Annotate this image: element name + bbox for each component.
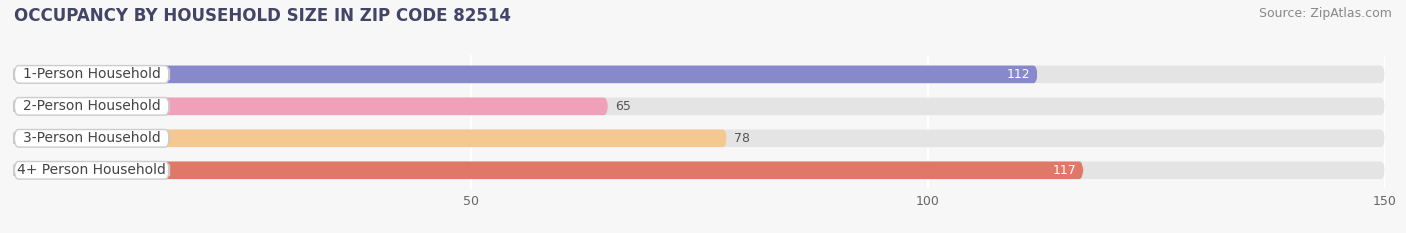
FancyBboxPatch shape	[14, 98, 609, 115]
Text: 2-Person Household: 2-Person Household	[22, 99, 160, 113]
Text: 117: 117	[1052, 164, 1076, 177]
FancyBboxPatch shape	[14, 65, 1038, 83]
FancyBboxPatch shape	[14, 161, 1385, 179]
FancyBboxPatch shape	[14, 130, 170, 147]
FancyBboxPatch shape	[14, 130, 1385, 147]
Text: Source: ZipAtlas.com: Source: ZipAtlas.com	[1258, 7, 1392, 20]
Text: 112: 112	[1007, 68, 1031, 81]
Text: 1-Person Household: 1-Person Household	[22, 67, 160, 81]
FancyBboxPatch shape	[14, 65, 170, 83]
FancyBboxPatch shape	[14, 65, 1385, 83]
Text: 65: 65	[616, 100, 631, 113]
Text: 4+ Person Household: 4+ Person Household	[17, 163, 166, 177]
FancyBboxPatch shape	[14, 98, 1385, 115]
FancyBboxPatch shape	[14, 130, 727, 147]
FancyBboxPatch shape	[14, 98, 170, 115]
FancyBboxPatch shape	[14, 161, 1084, 179]
Text: 78: 78	[734, 132, 751, 145]
Text: OCCUPANCY BY HOUSEHOLD SIZE IN ZIP CODE 82514: OCCUPANCY BY HOUSEHOLD SIZE IN ZIP CODE …	[14, 7, 510, 25]
Text: 3-Person Household: 3-Person Household	[22, 131, 160, 145]
FancyBboxPatch shape	[14, 161, 170, 179]
